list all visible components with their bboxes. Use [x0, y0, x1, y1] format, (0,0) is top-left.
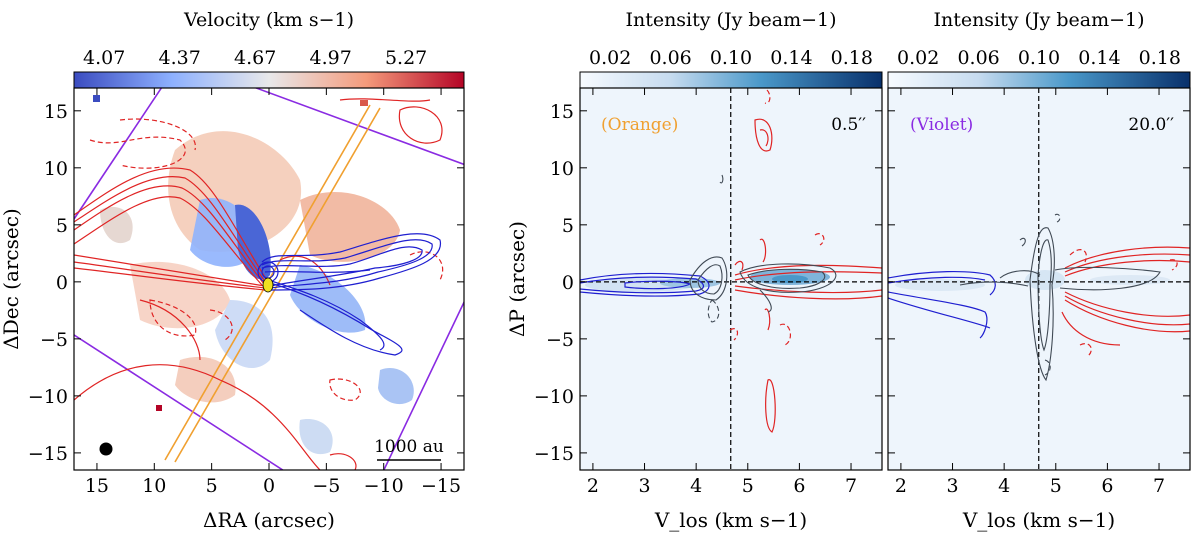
- pv-orange-cut-label: (Orange): [601, 115, 678, 135]
- x-tick-label: 7: [1153, 475, 1165, 497]
- scalebar-label: 1000 au: [374, 437, 444, 457]
- x-tick-label: 5: [1050, 475, 1062, 497]
- colorbar-tick-label: 0.06: [957, 47, 999, 69]
- y-tick-label: −10: [534, 386, 574, 408]
- y-tick-label: 5: [56, 215, 68, 237]
- colorbar-tick-label: 0.10: [1018, 47, 1060, 69]
- pv-orange-colorbar: [579, 71, 883, 89]
- pv-orange-ticks: 2 3 4 5 6 7 15 10 5 0 −5 −10 −15: [534, 88, 882, 497]
- pv-violet-ticks: 2 3 4 5 6 7: [888, 88, 1190, 497]
- x-tick-label: 10: [142, 475, 166, 497]
- redshifted-negative-contours: [89, 118, 444, 401]
- colorbar-tick-label: 0.06: [649, 47, 691, 69]
- pv-orange-panel: Intensity (Jy beam−1) 0.02 0.06 0.10 0.14 0.…: [505, 9, 883, 532]
- velocity-map-xlabel: ΔRA (arcsec): [203, 508, 335, 532]
- y-tick-label: 0: [56, 272, 68, 294]
- y-tick-label: 10: [44, 158, 68, 180]
- x-tick-label: 6: [1101, 475, 1113, 497]
- pv-orange-frame: [579, 87, 883, 471]
- x-tick-label: 4: [998, 475, 1010, 497]
- blueshifted-contours: [257, 233, 441, 356]
- x-tick-label: 4: [690, 475, 702, 497]
- pv-violet-colorbar-title: Intensity (Jy beam−1): [933, 9, 1144, 31]
- colorbar-tick-label: 4.37: [159, 47, 201, 69]
- colorbar-tick-label: 0.14: [1078, 47, 1120, 69]
- velocity-map-ylabel: ΔDec (arcsec): [0, 208, 23, 349]
- velocity-colorbar: [73, 71, 465, 89]
- y-tick-label: −5: [40, 329, 68, 351]
- y-tick-label: −5: [546, 329, 574, 351]
- x-tick-label: 15: [85, 475, 109, 497]
- x-tick-label: 6: [793, 475, 805, 497]
- y-tick-label: 15: [550, 101, 574, 123]
- pv-violet-width-label: 20.0′′: [1128, 115, 1174, 135]
- pv-violet-frame: [887, 87, 1191, 471]
- pv-violet-gray-negative-contours: [1044, 213, 1061, 376]
- x-tick-label: 3: [946, 475, 958, 497]
- pv-orange-xlabel: V_los (km s−1): [654, 508, 807, 532]
- pv-orange-gray-negative-contours: [707, 299, 720, 323]
- colorbar-tick-label: 4.67: [234, 47, 276, 69]
- pv-orange-gray-contours: [689, 174, 837, 313]
- pv-orange-width-label: 0.5′′: [831, 115, 866, 135]
- x-tick-label: 7: [845, 475, 857, 497]
- beam-ellipse: [99, 442, 113, 456]
- colorbar-tick-label: 0.18: [831, 47, 873, 69]
- velocity-panel: Velocity (km s−1) 4.07 4.37 4.67 4.97 5.27: [0, 9, 465, 532]
- x-tick-label: −15: [421, 475, 461, 497]
- x-tick-label: −10: [364, 475, 404, 497]
- x-tick-label: 5: [742, 475, 754, 497]
- y-tick-label: −10: [28, 386, 68, 408]
- velocity-colorbar-title: Velocity (km s−1): [183, 9, 354, 31]
- colorbar-tick-label: 0.10: [710, 47, 752, 69]
- x-tick-label: 5: [206, 475, 218, 497]
- velocity-map-ticks: 15 10 5 0 −5 −10 −15 15 10 5 0 −5 −10 −15: [28, 88, 464, 497]
- velocity-colorbar-ticks: 4.07 4.37 4.67 4.97 5.27: [83, 47, 427, 88]
- pv-violet-xlabel: V_los (km s−1): [962, 508, 1115, 532]
- x-tick-label: −5: [312, 475, 340, 497]
- x-tick-label: 2: [587, 475, 599, 497]
- y-tick-label: −15: [28, 443, 68, 465]
- y-tick-label: 0: [562, 272, 574, 294]
- colorbar-tick-label: 0.18: [1139, 47, 1181, 69]
- pv-orange-red-contours: [734, 118, 882, 433]
- colorbar-tick-label: 0.02: [897, 47, 939, 69]
- pv-orange-red-negative-contours: [729, 89, 825, 346]
- colorbar-tick-label: 0.14: [770, 47, 812, 69]
- protostar-marker: [262, 277, 274, 293]
- y-tick-label: 10: [550, 158, 574, 180]
- colorbar-tick-label: 4.97: [309, 47, 351, 69]
- pv-orange-colorbar-title: Intensity (Jy beam−1): [625, 9, 836, 31]
- pv-violet-red-negative-contours: [1069, 249, 1178, 357]
- x-tick-label: 0: [263, 475, 275, 497]
- pv-violet-blue-contours: [888, 270, 996, 339]
- pv-violet-gray-contours: [959, 227, 1161, 382]
- y-tick-label: 15: [44, 101, 68, 123]
- pv-violet-cut-label: (Violet): [910, 115, 973, 135]
- colorbar-tick-label: 4.07: [83, 47, 125, 69]
- y-tick-label: −15: [534, 443, 574, 465]
- pv-violet-guides: [888, 88, 1190, 470]
- pv-violet-panel: Intensity (Jy beam−1) 0.02 0.06 0.10 0.14 0.…: [887, 9, 1191, 532]
- x-tick-label: 2: [895, 475, 907, 497]
- violet-cut-box: [74, 88, 464, 470]
- y-tick-label: 5: [562, 215, 574, 237]
- colorbar-tick-label: 0.02: [589, 47, 631, 69]
- pv-orange-ylabel: ΔP (arcsec): [505, 221, 529, 337]
- colorbar-tick-label: 5.27: [385, 47, 427, 69]
- redshifted-contours: [74, 98, 443, 470]
- pv-violet-colorbar: [887, 71, 1191, 89]
- x-tick-label: 3: [638, 475, 650, 497]
- pv-violet-red-contours: [1061, 246, 1190, 346]
